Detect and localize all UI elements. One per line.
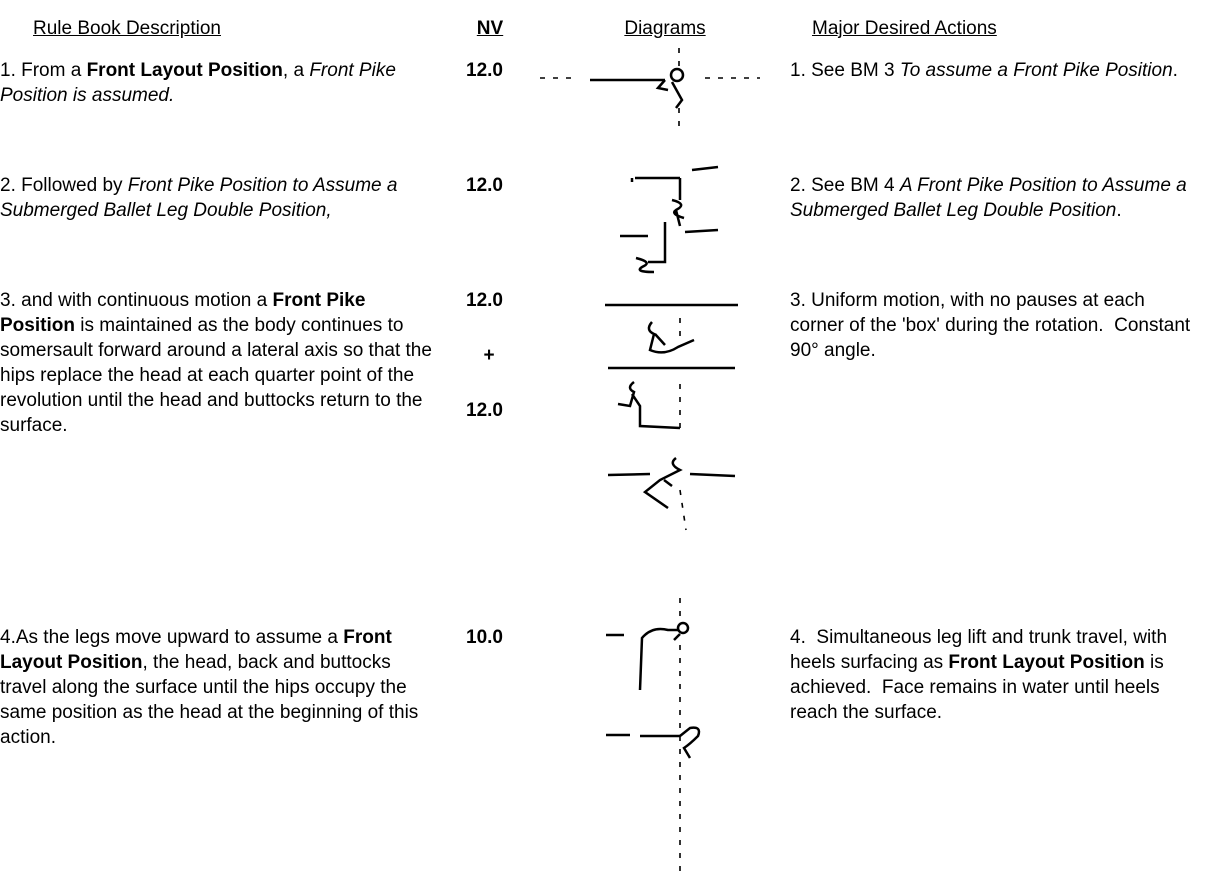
- text-run: is achieved. Face remains in water until…: [790, 652, 1170, 723]
- nv-value: 12.0: [466, 290, 503, 311]
- text-run: 2. See BM 4: [790, 175, 900, 196]
- nv-value: 12.0: [466, 175, 503, 196]
- text-run: .: [1172, 60, 1178, 81]
- text-run: Front Layout Position: [86, 60, 283, 81]
- desired-action: 4. Simultaneous leg lift and trunk trave…: [790, 625, 1202, 725]
- text-run: , a: [282, 60, 310, 81]
- rule-description: 4.As the legs move upward to assume a Fr…: [0, 625, 440, 750]
- desired-action: 2. See BM 4 A Front Pike Position to Ass…: [790, 173, 1202, 223]
- text-run: 1. From a: [0, 60, 87, 81]
- text-run: A Front Pike Position to Assume a Submer…: [790, 175, 1193, 221]
- text-run: To assume a Front Pike Position: [899, 60, 1173, 81]
- diagram-3: [605, 222, 738, 531]
- text-run: 3. Uniform motion, with no pauses at eac…: [790, 290, 1196, 361]
- desired-action: 1. See BM 3 To assume a Front Pike Posit…: [790, 58, 1202, 83]
- text-run: Front Pike Position: [0, 290, 371, 336]
- text-run: .: [1116, 200, 1122, 221]
- rule-description: 1. From a Front Layout Position, a Front…: [0, 58, 440, 108]
- text-run: 2. Followed by: [0, 175, 128, 196]
- text-run: Front Layout Position: [948, 652, 1145, 673]
- rule-description: 2. Followed by Front Pike Position to As…: [0, 173, 440, 223]
- text-run: 1. See BM 3: [790, 60, 900, 81]
- column-header: Diagrams: [624, 18, 706, 39]
- text-run: 4.As the legs move upward to assume a: [0, 627, 344, 648]
- diagram-1: [540, 48, 760, 128]
- text-run: , the head, back and buttocks travel alo…: [0, 652, 424, 748]
- desired-action: 3. Uniform motion, with no pauses at eac…: [790, 288, 1202, 363]
- text-run: Front Pike Position is assumed.: [0, 60, 402, 106]
- text-run: Front Pike Position to Assume a Submerge…: [0, 175, 403, 221]
- column-header: NV: [476, 18, 504, 39]
- nv-value: 10.0: [466, 627, 503, 648]
- text-run: Front Layout Position: [0, 627, 398, 673]
- nv-value: 12.0: [466, 400, 503, 421]
- nv-value: 12.0: [466, 60, 503, 81]
- column-header: Major Desired Actions: [812, 18, 997, 39]
- nv-value: +: [483, 345, 495, 366]
- column-header: Rule Book Description: [33, 18, 221, 39]
- rule-description: 3. and with continuous motion a Front Pi…: [0, 288, 440, 438]
- diagram-2: [630, 165, 719, 227]
- text-run: 3. and with continuous motion a: [0, 290, 273, 311]
- diagram-4: [606, 598, 701, 878]
- text-run: is maintained as the body continues to s…: [0, 315, 438, 436]
- text-run: 4. Simultaneous leg lift and trunk trave…: [790, 627, 1173, 673]
